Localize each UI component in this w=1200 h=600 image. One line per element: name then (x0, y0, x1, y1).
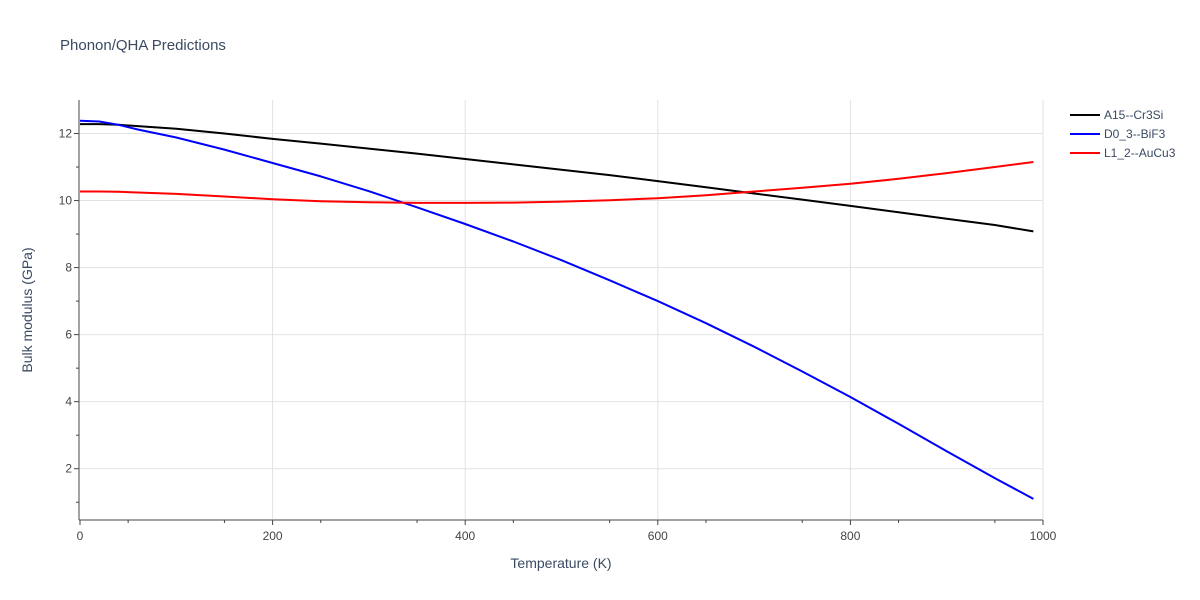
legend-label: L1_2--AuCu3 (1104, 146, 1176, 160)
axes: 0 200 400 600 800 1000 2 4 6 8 10 12 (59, 100, 1057, 543)
y-tick-label: 12 (59, 127, 73, 141)
x-tick-label: 800 (840, 529, 860, 543)
series-line-1 (79, 119, 1034, 500)
y-tick-label: 2 (65, 462, 72, 476)
legend[interactable]: A15--Cr3Si D0_3--BiF3 L1_2--AuCu3 (1070, 108, 1176, 160)
x-tick-label: 200 (263, 529, 283, 543)
legend-label: D0_3--BiF3 (1104, 127, 1166, 141)
series-line-2 (80, 161, 1034, 204)
legend-item-0[interactable]: A15--Cr3Si (1070, 108, 1163, 122)
x-axis-title: Temperature (K) (510, 555, 611, 571)
y-tick-label: 10 (59, 194, 73, 208)
y-axis-title: Bulk modulus (GPa) (19, 247, 35, 372)
x-tick-label: 600 (648, 529, 668, 543)
legend-item-1[interactable]: D0_3--BiF3 (1070, 127, 1166, 141)
plot-area (79, 119, 1034, 500)
legend-label: A15--Cr3Si (1104, 108, 1163, 122)
y-tick-label: 4 (65, 395, 72, 409)
x-tick-label: 0 (77, 529, 84, 543)
series-line-0 (80, 123, 1034, 233)
y-tick-label: 6 (65, 328, 72, 342)
grid (80, 100, 1044, 519)
x-tick-label: 1000 (1030, 529, 1057, 543)
x-tick-label: 400 (455, 529, 475, 543)
y-tick-label: 8 (65, 261, 72, 275)
legend-item-2[interactable]: L1_2--AuCu3 (1070, 146, 1176, 160)
chart-title: Phonon/QHA Predictions (60, 37, 226, 54)
